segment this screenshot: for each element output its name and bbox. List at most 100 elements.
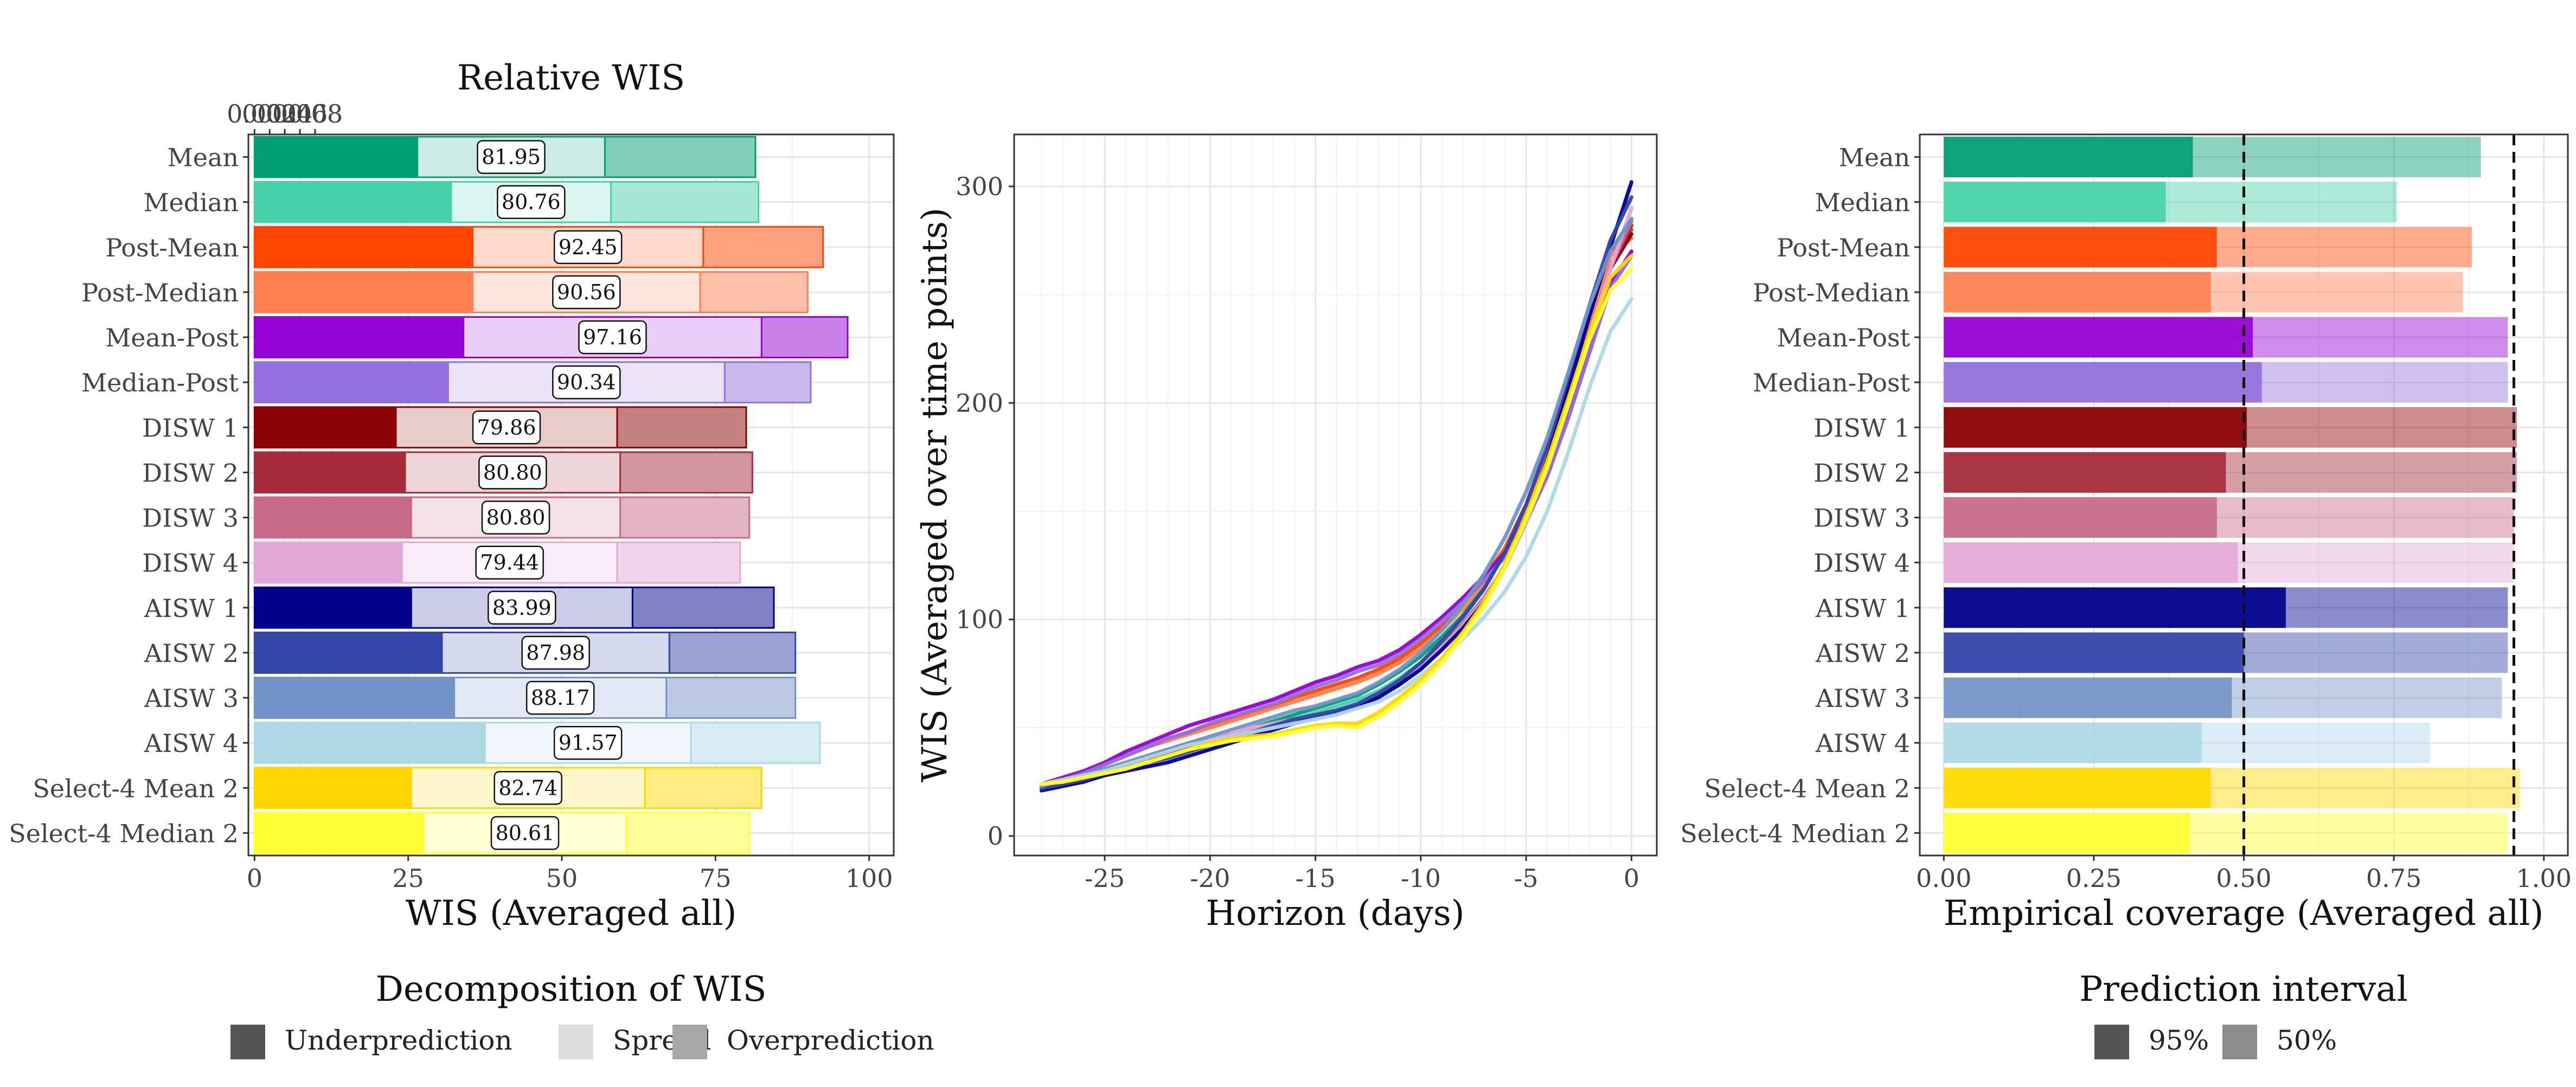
p3-bar-95-median-post — [1944, 362, 2262, 403]
p3-category-label-median-post: Median-Post — [1753, 368, 1910, 397]
p3-category-label-select-4-mean-2: Select-4 Mean 2 — [1704, 774, 1910, 803]
p1-bar-underprediction-aisw-1 — [254, 587, 412, 628]
p1-category-label-aisw-1: AISW 1 — [144, 594, 239, 623]
p3-category-label-aisw-3: AISW 3 — [1815, 684, 1910, 713]
p1-category-label-median-post: Median-Post — [81, 368, 239, 397]
p1-data-label-box-aisw-2 — [521, 635, 590, 670]
p1-category-label-aisw-4: AISW 4 — [144, 729, 239, 758]
p1-bar-underprediction-aisw-4 — [254, 722, 485, 763]
p1-bar-overprediction-aisw-4 — [691, 722, 820, 763]
p1-category-label-disw-4: DISW 4 — [142, 549, 239, 578]
p1-data-label-aisw-4: 91.57 — [559, 731, 618, 755]
p1-top-tick-labels: 0.000.020.040.060.08 — [227, 99, 343, 134]
p1-category-label-disw-3: DISW 3 — [142, 504, 239, 533]
p1-bar-outline-aisw-4 — [253, 722, 821, 764]
p1-data-label-box-mean-post — [578, 320, 647, 355]
p2-tick-labels: -25 -20 -15 -10 -5 0 0 100 200 300 — [956, 172, 1639, 893]
p1-legend-title: Decomposition of WIS — [376, 969, 767, 1009]
p1-bar-overprediction-disw-1 — [617, 407, 746, 448]
p3-category-label-mean: Mean — [1839, 143, 1910, 172]
p1-data-label-box-select-4-median-2 — [490, 816, 560, 850]
p1-bar-underprediction-post-mean — [254, 227, 473, 268]
p1-data-label-aisw-2: 87.98 — [526, 641, 585, 665]
p1-legend-label-overprediction: Overprediction — [727, 1025, 934, 1056]
p1-data-label-box-post-median — [552, 275, 621, 310]
p1-category-label-median: Median — [143, 188, 239, 217]
p1-bar-overprediction-mean-post — [761, 317, 848, 358]
p3-category-label-post-median: Post-Median — [1753, 278, 1910, 307]
p1-bar-underprediction-aisw-2 — [254, 632, 442, 673]
p1-category-label-mean: Mean — [168, 143, 239, 172]
p1-bar-outline-median — [253, 181, 760, 223]
p2-y-tick-label: 100 — [956, 605, 1003, 634]
p3-bar-95-post-median — [1944, 272, 2211, 313]
p2-x-tick-label: -15 — [1296, 864, 1336, 893]
p1-data-label-box-disw-2 — [478, 455, 547, 490]
p1-bar-overprediction-post-median — [700, 272, 808, 313]
p2-x-axis-label: Horizon (days) — [1206, 893, 1464, 934]
p1-bar-overprediction-disw-3 — [620, 497, 749, 538]
p1-bar-overprediction-select-4-mean-2 — [645, 767, 762, 808]
coverage-panel: Mean Median Post-Mean Post-Median Mean-Post M… — [1680, 133, 2572, 1059]
p1-data-label-median: 80.76 — [502, 190, 561, 214]
p3-bar-95-select-4-mean-2 — [1944, 767, 2211, 808]
p3-category-label-aisw-1: AISW 1 — [1815, 594, 1910, 623]
p3-category-label-median: Median — [1815, 188, 1910, 217]
p3-legend-label-95: 95% — [2149, 1025, 2209, 1056]
p3-x-tick-label: 0.50 — [2216, 864, 2271, 893]
p1-data-label-disw-2: 80.80 — [483, 460, 542, 484]
p1-category-label-post-mean: Post-Mean — [105, 233, 239, 262]
p1-category-label-aisw-3: AISW 3 — [144, 684, 239, 713]
p1-x-tick-label: 75 — [700, 864, 732, 893]
p1-bar-underprediction-aisw-3 — [254, 677, 454, 718]
p1-category-label-post-median: Post-Median — [81, 278, 239, 307]
p1-data-label-box-post-mean — [553, 230, 623, 265]
p1-data-label-disw-4: 79.44 — [480, 551, 539, 575]
p1-data-label-box-median — [497, 185, 566, 219]
p3-category-labels: Mean Median Post-Mean Post-Median Mean-Post M… — [1680, 143, 1920, 848]
p1-bar-underprediction-disw-1 — [254, 407, 396, 448]
p1-data-label-box-disw-1 — [472, 410, 541, 445]
p1-bar-overprediction-aisw-2 — [669, 632, 796, 673]
p1-bars: 81.95 80.76 92.45 90.56 97.16 90.34 79.86 80.80… — [253, 136, 849, 854]
p1-bar-overprediction-post-mean — [703, 227, 823, 268]
p1-bar-outline-disw-1 — [253, 406, 747, 449]
p1-bar-overprediction-aisw-1 — [632, 587, 774, 628]
p1-bar-outline-aisw-2 — [253, 632, 797, 674]
p1-top-tick-label: 0.08 — [287, 99, 343, 128]
wis-decomposition-panel: 81.95 80.76 92.45 90.56 97.16 90.34 79.86 80.80… — [9, 58, 934, 1059]
p1-data-label-box-aisw-3 — [526, 680, 595, 715]
p1-data-label-mean: 81.95 — [482, 145, 541, 169]
p2-y-axis-label: WIS (Averaged over time points) — [915, 208, 955, 782]
p3-bar-95-disw-2 — [1944, 452, 2226, 493]
p3-x-tick-label: 1.00 — [2516, 864, 2572, 893]
p1-bar-overprediction-median — [611, 182, 759, 223]
p3-category-label-post-mean: Post-Mean — [1777, 233, 1910, 262]
p1-data-label-box-select-4-mean-2 — [494, 771, 562, 805]
wis-horizon-panel: -25 -20 -15 -10 -5 0 0 100 200 300 Horizon (days)… — [915, 133, 1658, 934]
p1-bar-outline-aisw-1 — [253, 586, 775, 629]
p1-bar-overprediction-disw-2 — [620, 452, 753, 493]
p1-category-label-select-4-mean-2: Select-4 Mean 2 — [33, 774, 239, 803]
p1-top-tick-label: 0.02 — [242, 99, 297, 128]
p3-bars — [1944, 137, 2520, 853]
p1-data-label-box-disw-4 — [475, 545, 544, 580]
p2-y-tick-label: 200 — [956, 388, 1003, 417]
p2-x-tick-label: 0 — [1624, 864, 1639, 893]
p1-bar-outline-median-post — [253, 361, 812, 404]
p1-data-label-select-4-median-2: 80.61 — [496, 821, 555, 845]
p1-category-label-aisw-2: AISW 2 — [144, 639, 239, 668]
p1-bar-underprediction-disw-2 — [254, 452, 405, 493]
p1-bar-overprediction-disw-4 — [617, 542, 740, 583]
p3-category-label-aisw-2: AISW 2 — [1815, 639, 1910, 668]
p1-category-label-select-4-median-2: Select-4 Median 2 — [9, 819, 239, 848]
p3-category-label-aisw-4: AISW 4 — [1815, 729, 1910, 758]
p1-top-tick-label: 0.06 — [272, 99, 328, 128]
p1-bar-underprediction-select-4-mean-2 — [254, 767, 412, 808]
p3-bar-95-aisw-3 — [1944, 677, 2232, 718]
p1-panel-border — [247, 133, 895, 857]
p1-top-tick-label: 0.04 — [257, 99, 312, 128]
p1-data-label-mean-post: 97.16 — [583, 325, 642, 349]
